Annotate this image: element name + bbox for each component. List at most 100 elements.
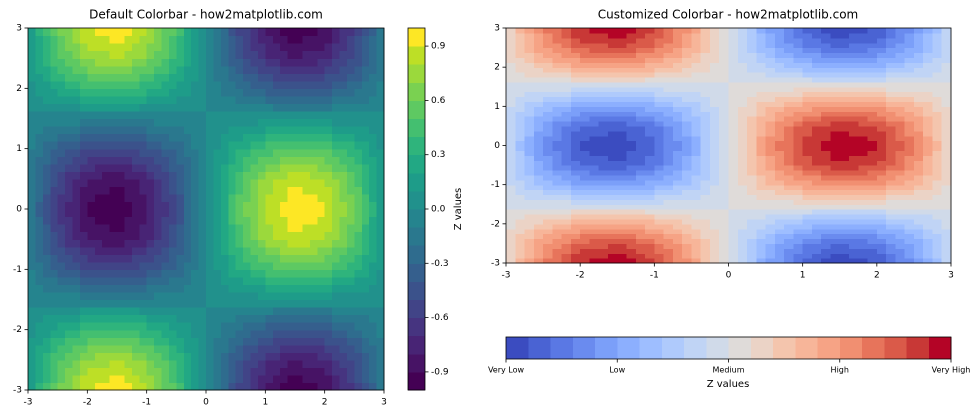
contour-cell	[94, 50, 103, 59]
contour-cell	[765, 194, 776, 200]
contour-cell	[635, 37, 646, 44]
contour-cell	[295, 103, 304, 112]
contour-cell	[102, 291, 111, 301]
contour-cell	[617, 248, 628, 254]
contour-cell	[543, 238, 553, 245]
contour-cell	[737, 72, 748, 78]
contour-cell	[50, 103, 59, 112]
contour-cell	[524, 42, 535, 49]
contour-cell	[923, 52, 934, 58]
contour-cell	[895, 91, 906, 98]
contour-cell	[28, 224, 37, 233]
colorbar-band	[528, 337, 551, 359]
contour-cell	[654, 184, 665, 191]
colorbar-band	[928, 337, 952, 359]
contour-cell	[146, 178, 155, 187]
contour-cell	[50, 299, 59, 308]
contour-cell	[923, 62, 934, 68]
contour-cell	[243, 28, 252, 37]
contour-cell	[691, 140, 702, 147]
contour-cell	[94, 186, 103, 195]
contour-cell	[849, 189, 859, 196]
contour-cell	[737, 106, 748, 112]
contour-cell	[339, 367, 348, 376]
contour-cell	[663, 121, 674, 127]
contour-cell	[617, 174, 628, 181]
contour-cell	[131, 133, 140, 142]
contour-cell	[191, 163, 200, 172]
contour-cell	[42, 276, 51, 286]
contour-cell	[309, 163, 318, 172]
contour-cell	[839, 37, 850, 44]
contour-cell	[369, 186, 378, 195]
contour-cell	[617, 72, 628, 78]
contour-cell	[580, 106, 591, 112]
contour-cell	[339, 344, 348, 353]
contour-cell	[376, 209, 385, 218]
contour-cell	[235, 367, 244, 376]
contour-cell	[876, 96, 887, 103]
contour-cell	[682, 243, 693, 249]
contour-cell	[876, 52, 887, 58]
contour-cell	[580, 42, 591, 49]
contour-cell	[515, 160, 526, 166]
contour-cell	[72, 367, 81, 376]
contour-cell	[765, 204, 776, 210]
contour-cell	[904, 111, 915, 117]
contour-cell	[154, 126, 163, 135]
contour-cell	[317, 95, 326, 105]
contour-cell	[811, 238, 822, 245]
contour-cell	[50, 73, 59, 82]
contour-cell	[235, 261, 244, 270]
contour-cell	[802, 253, 813, 259]
contour-cell	[57, 133, 66, 142]
contour-cell	[552, 76, 563, 83]
contour-cell	[570, 179, 581, 186]
contour-cell	[830, 258, 841, 264]
contour-cell	[94, 163, 103, 172]
contour-cell	[176, 28, 185, 37]
contour-cell	[265, 269, 274, 278]
contour-cell	[570, 233, 581, 240]
contour-cell	[598, 238, 609, 245]
contour-cell	[354, 73, 363, 82]
contour-cell	[700, 86, 711, 93]
contour-cell	[737, 218, 748, 225]
contour-cell	[109, 178, 118, 187]
contour-cell	[737, 169, 748, 176]
contour-cell	[793, 32, 804, 39]
contour-cell	[913, 28, 924, 34]
contour-cell	[858, 52, 869, 58]
contour-cell	[802, 42, 813, 49]
contour-cell	[324, 239, 333, 248]
contour-cell	[324, 118, 333, 127]
contour-cell	[228, 58, 237, 67]
contour-cell	[280, 337, 289, 346]
contour-cell	[168, 352, 177, 361]
contour-cell	[376, 148, 385, 157]
contour-cell	[756, 81, 767, 88]
contour-cell	[257, 65, 266, 74]
contour-cell	[146, 133, 155, 142]
contour-cell	[250, 73, 259, 82]
contour-cell	[607, 81, 618, 88]
contour-cell	[213, 35, 222, 44]
contour-cell	[876, 76, 887, 83]
contour-cell	[302, 193, 311, 203]
contour-cell	[774, 86, 785, 93]
contour-cell	[87, 156, 96, 165]
contour-cell	[654, 86, 665, 93]
contour-cell	[784, 179, 794, 186]
contour-cell	[191, 80, 200, 89]
contour-cell	[589, 150, 600, 156]
contour-cell	[161, 299, 170, 308]
contour-cell	[168, 307, 177, 316]
contour-cell	[139, 224, 148, 233]
contour-cell	[756, 116, 767, 122]
contour-cell	[109, 359, 118, 368]
contour-cell	[220, 344, 229, 353]
contour-cell	[332, 201, 341, 210]
contour-cell	[904, 160, 915, 166]
contour-cell	[811, 62, 822, 68]
contour-cell	[561, 101, 572, 107]
